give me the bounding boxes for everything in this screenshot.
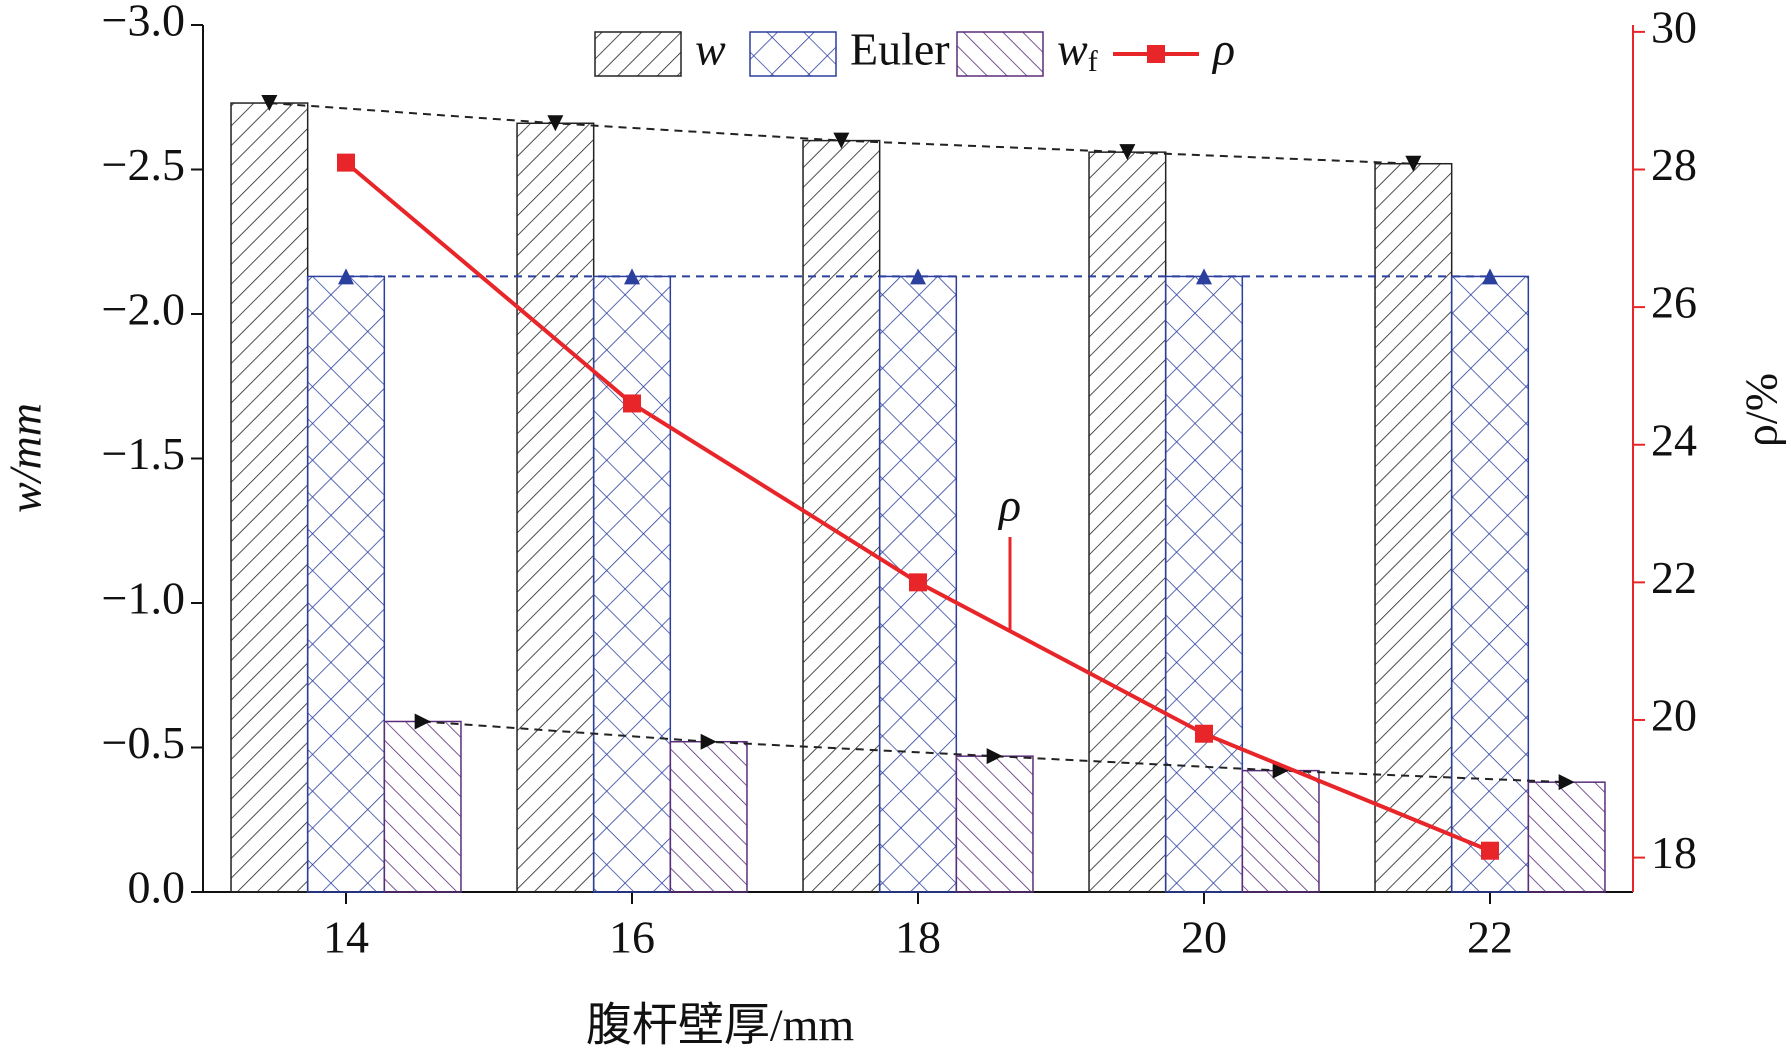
y2-axis-label: ρ/%: [1736, 373, 1787, 447]
x-axis-label: 腹杆壁厚/mm: [586, 1000, 855, 1051]
trend-marker: [986, 748, 1003, 765]
bar: [516, 122, 595, 893]
legend-label: wf: [1057, 24, 1098, 78]
bar: [1450, 275, 1530, 893]
trend-marker: [700, 733, 717, 750]
trend-marker: [1405, 155, 1422, 172]
line-marker: [909, 573, 927, 592]
x-tick-label: 16: [609, 912, 655, 963]
line-marker: [337, 153, 355, 172]
trend-marker: [1119, 144, 1136, 161]
x-tick-label: 14: [323, 912, 369, 963]
annotation: ρ: [997, 480, 1021, 531]
trend-marker: [1482, 268, 1498, 285]
y2-tick-label: 28: [1651, 139, 1697, 190]
y-tick-label: 0.0: [128, 862, 186, 913]
legend-swatch: [594, 31, 682, 77]
y2-tick-label: 18: [1651, 827, 1697, 878]
bar: [1241, 769, 1320, 893]
bar: [955, 755, 1034, 893]
x-tick-label: 22: [1467, 912, 1513, 963]
y2-tick-label: 22: [1651, 552, 1697, 603]
legend-label: w: [695, 24, 726, 75]
bar: [1164, 275, 1244, 893]
trend-marker: [910, 268, 926, 285]
trend-marker: [1196, 268, 1212, 285]
legend-swatch: [749, 31, 837, 77]
legend-label: ρ: [1211, 24, 1235, 75]
bar: [306, 275, 386, 893]
legend-marker: [1147, 45, 1165, 63]
trend-line: [422, 720, 1567, 784]
y2-tick-label: 20: [1651, 690, 1697, 741]
trend-line: [269, 102, 1414, 165]
trend-marker: [414, 713, 431, 730]
legend-swatch: [956, 31, 1044, 77]
bar: [383, 720, 462, 893]
trend-marker: [1558, 774, 1575, 791]
bar: [230, 102, 309, 893]
y-tick-label: −2.5: [102, 139, 185, 190]
trend-marker: [833, 132, 850, 149]
bar: [592, 275, 672, 893]
y-tick-label: −0.5: [102, 717, 185, 768]
line-marker: [623, 394, 641, 413]
y-tick-label: −3.0: [102, 0, 185, 46]
line-marker: [1195, 724, 1213, 743]
bar: [1527, 781, 1606, 893]
y2-tick-label: 24: [1651, 414, 1697, 465]
y2-tick-label: 30: [1651, 1, 1697, 52]
x-tick-label: 18: [895, 912, 941, 963]
trend-marker: [338, 268, 354, 285]
trend-marker: [624, 268, 640, 285]
trend-marker: [1272, 762, 1289, 779]
y-tick-label: −1.0: [102, 573, 185, 624]
bar: [1088, 151, 1167, 893]
y-tick-label: −1.5: [102, 428, 185, 479]
legend-label: Euler: [850, 24, 950, 75]
bar: [1374, 162, 1453, 893]
line-marker: [1481, 841, 1499, 860]
trend-marker: [261, 95, 278, 112]
y2-tick-label: 26: [1651, 277, 1697, 328]
x-tick-label: 20: [1181, 912, 1227, 963]
trend-marker: [547, 115, 564, 132]
y-axis-label: w/mm: [0, 403, 51, 513]
bar: [669, 740, 748, 893]
y-tick-label: −2.0: [102, 284, 185, 335]
